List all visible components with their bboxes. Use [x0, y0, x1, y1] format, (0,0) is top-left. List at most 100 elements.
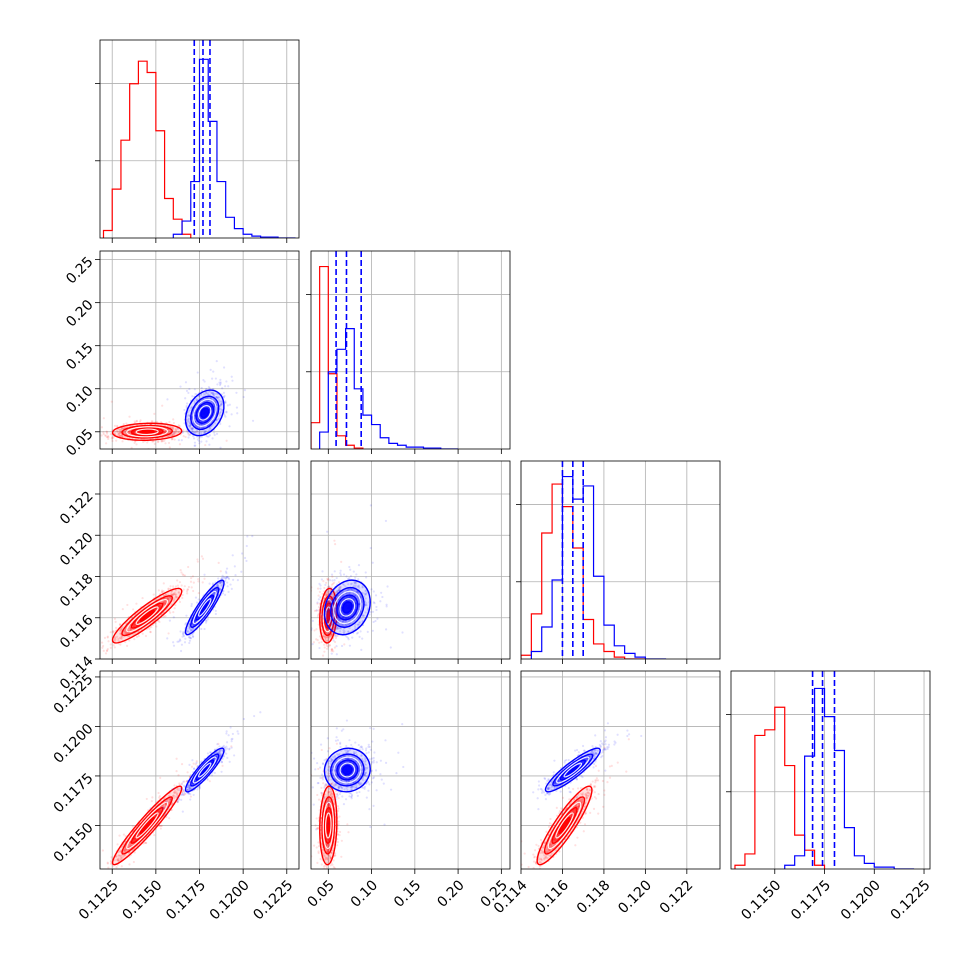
scatter-point: [115, 429, 119, 433]
scatter-point: [112, 630, 115, 633]
scatter-point: [171, 593, 175, 597]
scatter-point: [316, 615, 320, 618]
scatter-point: [200, 440, 203, 443]
scatter-point: [372, 590, 375, 593]
scatter-point: [220, 403, 223, 406]
scatter-point: [105, 431, 109, 434]
scatter-point: [168, 420, 171, 424]
scatter-point: [187, 420, 190, 423]
scatter-point: [328, 608, 331, 611]
scatter-point: [186, 592, 189, 595]
scatter-point: [188, 421, 191, 425]
scatter-point: [215, 588, 218, 591]
scatter-point: [324, 637, 327, 641]
scatter-point: [186, 588, 190, 591]
scatter-point: [211, 437, 214, 440]
scatter-point: [135, 420, 138, 423]
scatter-point: [198, 436, 202, 439]
scatter-point: [318, 635, 322, 638]
scatter-point: [328, 604, 331, 607]
scatter-point: [120, 434, 123, 437]
scatter-point: [120, 627, 123, 630]
contour-highlight: [135, 428, 159, 436]
scatter-point: [189, 628, 193, 631]
panel-content: [311, 251, 459, 449]
scatter-point: [133, 623, 137, 627]
scatter-point: [189, 628, 192, 632]
scatter-point: [223, 414, 226, 417]
scatter-point: [218, 414, 222, 417]
scatter-point: [158, 604, 161, 607]
scatter-point: [207, 435, 210, 438]
scatter-point: [217, 577, 220, 580]
scatter-point: [132, 608, 135, 611]
scatter-point: [362, 592, 365, 595]
scatter-point: [215, 418, 219, 421]
scatter-point: [201, 423, 204, 426]
scatter-point: [142, 440, 145, 443]
scatter-point: [323, 586, 326, 590]
scatter-point: [311, 619, 314, 622]
scatter-point: [225, 576, 228, 579]
scatter-point: [326, 591, 329, 594]
scatter-point: [187, 391, 190, 394]
scatter-point: [117, 637, 120, 641]
scatter-point: [235, 391, 238, 394]
scatter-point: [172, 421, 176, 425]
scatter-point: [120, 428, 123, 431]
scatter-point: [322, 634, 325, 638]
scatter-point: [128, 430, 132, 433]
scatter-point: [213, 406, 216, 409]
panel-content: [100, 360, 255, 470]
scatter-point: [156, 420, 159, 423]
scatter-point: [353, 581, 356, 584]
scatter-point: [159, 468, 161, 470]
scatter-point: [205, 388, 208, 391]
scatter-point: [160, 440, 163, 443]
scatter-point: [212, 392, 215, 395]
scatter-point: [324, 662, 326, 664]
scatter-point: [215, 395, 218, 399]
scatter-point: [348, 596, 351, 599]
scatter-point: [216, 397, 219, 400]
scatter-point: [193, 399, 196, 403]
panel-content: [311, 504, 404, 664]
scatter-point: [210, 407, 214, 410]
panel-1-1: [306, 250, 511, 454]
scatter-point: [170, 426, 173, 429]
scatter-point: [188, 641, 191, 645]
scatter-point: [128, 430, 132, 433]
scatter-point: [189, 407, 193, 410]
scatter-point: [177, 424, 180, 427]
contour-highlight: [198, 598, 212, 617]
scatter-point: [170, 592, 173, 595]
scatter-point: [224, 415, 227, 418]
scatter-point: [187, 630, 190, 633]
scatter-point: [190, 604, 193, 608]
scatter-point: [194, 392, 197, 396]
scatter-point: [113, 424, 117, 427]
scatter-point: [331, 648, 334, 651]
scatter-point: [200, 435, 203, 438]
scatter-point: [100, 426, 104, 429]
scatter-point: [158, 620, 161, 624]
scatter-point: [203, 573, 206, 576]
scatter-point: [223, 394, 226, 398]
scatter-point: [173, 591, 176, 594]
scatter-point: [222, 576, 225, 579]
scatter-point: [212, 431, 216, 434]
scatter-point: [150, 626, 153, 629]
scatter-point: [357, 599, 360, 602]
contour-highlight: [198, 405, 212, 421]
scatter-point: [197, 598, 200, 601]
scatter-point: [178, 424, 181, 428]
scatter-point: [118, 435, 121, 438]
scatter-point: [220, 584, 223, 587]
scatter-point: [120, 427, 124, 430]
scatter-point: [323, 597, 326, 600]
scatter-point: [212, 394, 216, 398]
scatter-point: [336, 627, 339, 630]
scatter-point: [213, 393, 216, 396]
scatter-point: [120, 635, 124, 639]
scatter-point: [104, 434, 108, 437]
